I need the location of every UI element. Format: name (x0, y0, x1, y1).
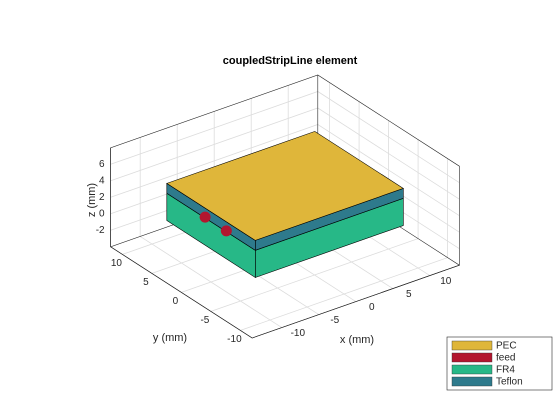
feed (199, 211, 211, 223)
z-tick-label: -2 (96, 225, 105, 236)
y-tick-label: -5 (200, 315, 209, 326)
axis-line (110, 246, 460, 339)
legend-swatch (451, 340, 493, 351)
y-axis-label: y (mm) (153, 332, 187, 344)
z-tick-label: 0 (99, 208, 105, 219)
model (166, 131, 404, 279)
legend-label: PEC (496, 341, 517, 352)
chart-title: coupledStripLine element (223, 55, 358, 67)
z-tick-label: 2 (99, 192, 105, 203)
pec-face (166, 131, 404, 241)
x-tick-label: 10 (440, 276, 452, 287)
x-tick-label: 0 (369, 302, 375, 313)
y-tick-label: -10 (227, 334, 242, 345)
y-tick-label: 10 (111, 258, 123, 269)
legend-swatch (451, 352, 493, 363)
x-tick-label: -5 (330, 315, 339, 326)
x-tick-label: -10 (291, 328, 306, 339)
legend-label: feed (496, 353, 515, 364)
x-tick-label: 5 (406, 289, 412, 300)
legend-label: Teflon (496, 377, 523, 388)
x-axis-label: x (mm) (340, 334, 374, 346)
feed (220, 225, 232, 237)
z-axis-label: z (mm) (86, 183, 98, 217)
legend-swatch (451, 364, 493, 375)
y-tick-label: 0 (173, 296, 179, 307)
y-tick-label: 5 (143, 277, 149, 288)
tick-labels: -10 -5 0 5 10 -10 -5 0 5 10 -2 0 2 4 6 (96, 159, 452, 345)
legend-label: FR4 (496, 365, 515, 376)
z-tick-label: 6 (99, 159, 105, 170)
z-tick-label: 4 (99, 175, 105, 186)
legend-swatch (451, 376, 493, 387)
